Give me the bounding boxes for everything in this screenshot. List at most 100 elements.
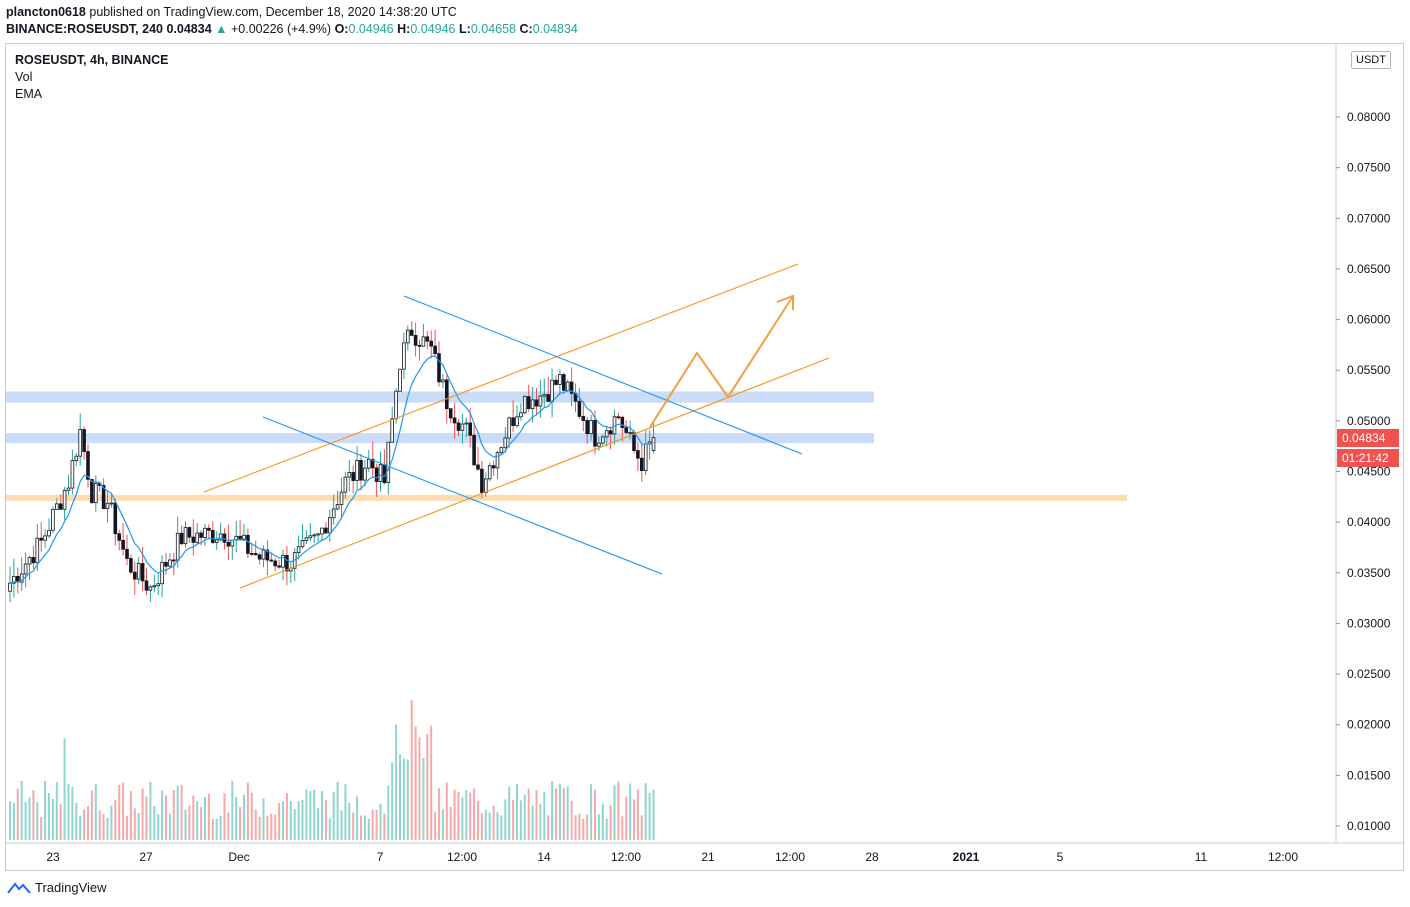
candle-body (199, 532, 203, 538)
volume-bar (227, 812, 230, 840)
candle-body (448, 408, 453, 419)
volume-bar (555, 788, 557, 840)
candle-body (152, 585, 157, 588)
candle-body (429, 340, 433, 347)
legend-title[interactable]: ROSEUSDT, 4h, BINANCE (15, 53, 169, 67)
price-tick-label: 0.06000 (1347, 313, 1391, 327)
volume-bar (141, 788, 144, 840)
candle-body (366, 458, 371, 469)
volume-bar (55, 782, 58, 840)
projection-path (649, 295, 794, 428)
candle-body (113, 502, 118, 535)
low-value: 0.04658 (470, 22, 516, 36)
volume-bar (500, 815, 503, 840)
volume-bar (590, 784, 593, 840)
volume-bar (293, 809, 296, 840)
candle-body (90, 478, 94, 504)
descending-trendline-upper (403, 295, 803, 455)
volume-bar (348, 803, 351, 840)
candle-body (168, 559, 172, 567)
volume-bar (235, 797, 238, 840)
candle-body (538, 395, 543, 407)
volume-bar (321, 791, 323, 840)
volume-bar (402, 758, 405, 840)
volume-bar (243, 794, 245, 840)
tradingview-logo[interactable]: TradingView (7, 880, 107, 895)
candle-body (191, 536, 196, 543)
time-tick-label: 12:00 (447, 850, 477, 864)
price-tick-label: 0.03000 (1347, 616, 1391, 630)
volume-bar (609, 805, 612, 840)
volume-bar (426, 733, 429, 840)
volume-bar (200, 807, 203, 840)
volume-bar (16, 788, 19, 840)
candle-body (218, 533, 223, 541)
candle-body (19, 573, 24, 583)
volume-bar (157, 814, 160, 840)
candle-body (23, 563, 28, 575)
volume-bar (512, 799, 515, 840)
candle-body (515, 416, 519, 427)
currency-badge[interactable]: USDT (1351, 51, 1391, 69)
volume-bar (469, 792, 472, 840)
volume-bar (114, 800, 117, 840)
candle-body (359, 460, 363, 481)
candle-body (444, 379, 449, 410)
candle-body (183, 527, 188, 545)
price-tick-label: 0.03500 (1347, 566, 1391, 580)
volume-bar (527, 788, 530, 840)
candle-body (148, 586, 153, 591)
price-tick-label: 0.06500 (1347, 262, 1391, 276)
volume-bar (477, 800, 479, 840)
legend-ema[interactable]: EMA (15, 87, 43, 101)
candle-body (164, 561, 168, 567)
candle-body (277, 565, 281, 568)
publisher-name[interactable]: plancton0618 (6, 5, 86, 19)
candle-body (195, 532, 200, 543)
candle-body (86, 451, 90, 480)
volume-bar (336, 781, 339, 840)
volume-bar (215, 818, 218, 840)
chart-frame[interactable] (5, 43, 1404, 871)
volume-bar (379, 803, 382, 840)
time-tick-label: 2021 (953, 850, 980, 864)
candle-body (74, 455, 79, 461)
volume-bar (301, 799, 304, 840)
candle-body (581, 415, 586, 421)
candle-body (316, 533, 320, 536)
volume-bar (636, 789, 639, 840)
candle-body (604, 430, 609, 438)
candle-body (585, 420, 589, 435)
candle-body (347, 472, 352, 478)
legend-vol[interactable]: Vol (15, 70, 33, 84)
bar-countdown-tag: 01:21:42 (1337, 449, 1399, 467)
time-tick-label: Dec (228, 850, 249, 864)
candle-body (569, 381, 574, 394)
candle-body (628, 432, 632, 434)
volume-bar (87, 806, 89, 840)
volume-bar (625, 796, 628, 840)
candle-body (468, 422, 472, 436)
candle-body (608, 430, 613, 435)
volume-bar (531, 805, 534, 840)
volume-bar (519, 800, 522, 840)
candle-body (324, 527, 328, 534)
volume-bar (371, 809, 374, 840)
candle-body (58, 503, 63, 510)
candle-body (269, 559, 274, 562)
volume-bar (457, 791, 460, 840)
candle-body (394, 390, 398, 420)
candle-body (117, 533, 122, 541)
candle-body (351, 472, 355, 481)
candle-body (452, 417, 457, 424)
volume-bar (98, 810, 101, 840)
volume-bar (282, 801, 284, 840)
volume-bar (250, 792, 253, 840)
volume-bar (59, 804, 62, 840)
time-tick-label: 21 (701, 850, 715, 864)
volume-bar (309, 790, 312, 840)
volume-bar (67, 784, 70, 840)
volume-bar (126, 815, 128, 840)
candle-body (456, 422, 461, 431)
